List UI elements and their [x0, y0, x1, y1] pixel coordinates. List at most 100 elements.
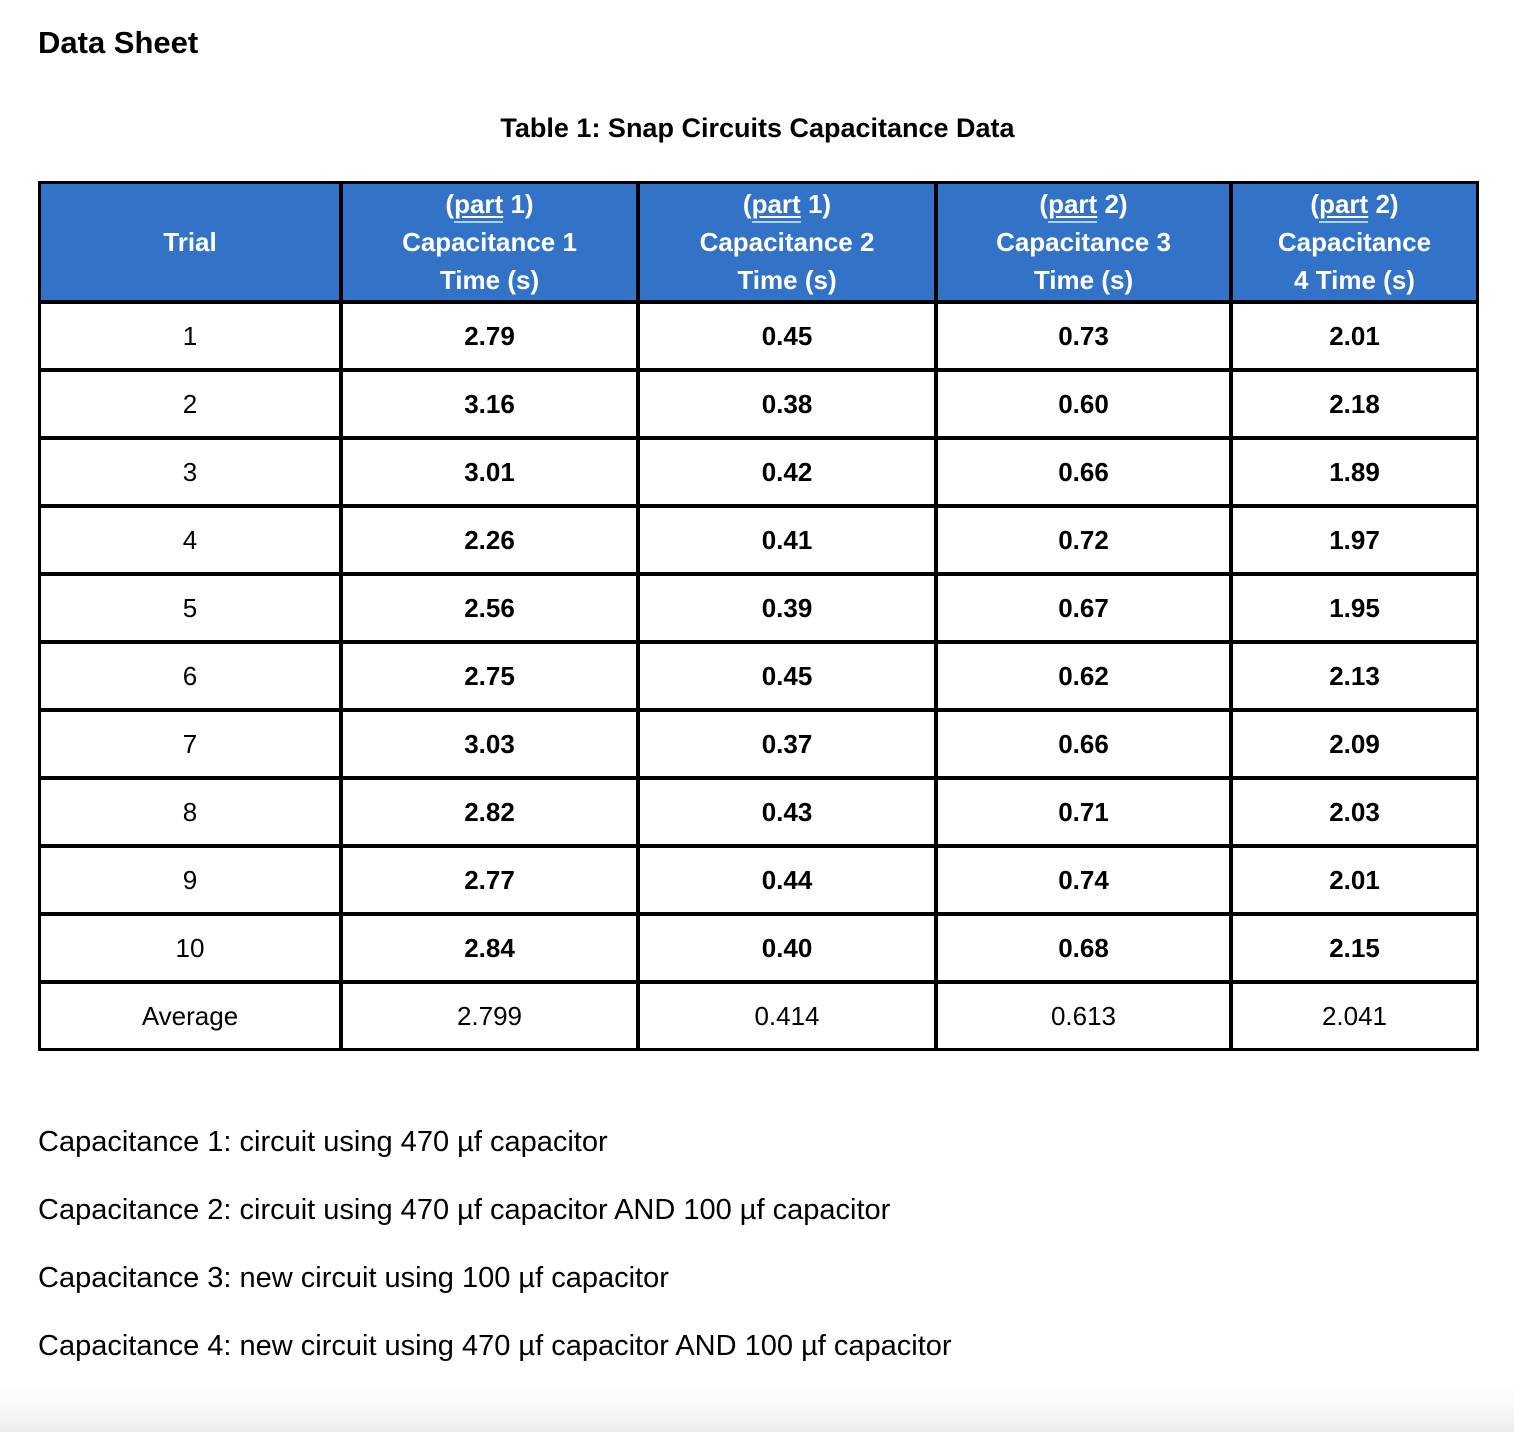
table-row: 5 2.56 0.39 0.67 1.95 [39, 574, 1478, 642]
value-cell: 2.15 [1231, 914, 1478, 982]
value-cell: 2.799 [341, 982, 638, 1050]
table-row: 8 2.82 0.43 0.71 2.03 [39, 778, 1478, 846]
value-cell: 3.16 [341, 370, 638, 438]
table-body: 1 2.79 0.45 0.73 2.01 2 3.16 0.38 0.60 2.18 3 3.01 0… [39, 302, 1478, 1050]
footnote: Capacitance 2: circuit using 470 µf capa… [38, 1194, 891, 1226]
header-cell-capacitance-2: (part 1) Capacitance 2 Time (s) [638, 182, 936, 302]
value-cell: 2.79 [341, 302, 638, 370]
value-cell: 0.67 [936, 574, 1231, 642]
footnote: Capacitance 1: circuit using 470 µf capa… [38, 1126, 608, 1158]
capacitance-data-table: Trial (part 1) Capacitance 1 Time (s) (p… [38, 181, 1479, 1051]
value-cell: 0.66 [936, 438, 1231, 506]
value-cell: 2.18 [1231, 370, 1478, 438]
value-cell: 2.77 [341, 846, 638, 914]
value-cell: 0.68 [936, 914, 1231, 982]
value-cell: 0.40 [638, 914, 936, 982]
trial-cell: 4 [39, 506, 341, 574]
header-cell-capacitance-1: (part 1) Capacitance 1 Time (s) [341, 182, 638, 302]
header-part-line: (part 2) [1310, 189, 1399, 223]
value-cell: 0.45 [638, 302, 936, 370]
value-cell: 0.42 [638, 438, 936, 506]
value-cell: 0.73 [936, 302, 1231, 370]
value-cell: 3.01 [341, 438, 638, 506]
header-unit-line: Time (s) [737, 265, 837, 295]
value-cell: 0.45 [638, 642, 936, 710]
trial-cell: 3 [39, 438, 341, 506]
header-cell-trial: Trial [39, 182, 341, 302]
header-unit-line: Time (s) [439, 265, 540, 295]
value-cell: 0.414 [638, 982, 936, 1050]
table-row: 9 2.77 0.44 0.74 2.01 [39, 846, 1478, 914]
header-unit-line: Time (s) [1033, 265, 1134, 295]
trial-cell: 6 [39, 642, 341, 710]
part-underlined-text: part [454, 189, 504, 223]
value-cell: 2.26 [341, 506, 638, 574]
value-cell: 2.84 [341, 914, 638, 982]
value-cell: 0.39 [638, 574, 936, 642]
header-name-line: Capacitance 3 [996, 227, 1171, 257]
part-underlined-text: part [1048, 189, 1098, 223]
table-caption: Table 1: Snap Circuits Capacitance Data [500, 113, 1015, 143]
trial-cell: 9 [39, 846, 341, 914]
header-part-line: (part 1) [445, 189, 534, 223]
value-cell: 2.09 [1231, 710, 1478, 778]
footnotes: Capacitance 1: circuit using 470 µf capa… [38, 1125, 1477, 1363]
header-name-line: Capacitance [1277, 227, 1432, 257]
header-name-line: Capacitance 2 [699, 227, 875, 257]
value-cell: 2.75 [341, 642, 638, 710]
value-cell: 0.74 [936, 846, 1231, 914]
value-cell: 1.97 [1231, 506, 1478, 574]
value-cell: 0.41 [638, 506, 936, 574]
table-row: Average 2.799 0.414 0.613 2.041 [39, 982, 1478, 1050]
trial-cell: 7 [39, 710, 341, 778]
value-cell: 0.44 [638, 846, 936, 914]
value-cell: 2.01 [1231, 302, 1478, 370]
header-part-line: (part 2) [1039, 189, 1128, 223]
value-cell: 0.613 [936, 982, 1231, 1050]
value-cell: 1.89 [1231, 438, 1478, 506]
value-cell: 0.66 [936, 710, 1231, 778]
value-cell: 0.60 [936, 370, 1231, 438]
page-bottom-fade [0, 1386, 1514, 1432]
page-title: Data Sheet [38, 25, 199, 60]
trial-cell: 2 [39, 370, 341, 438]
document-body: Data Sheet Table 1: Snap Circuits Capaci… [38, 25, 1479, 1363]
table-row: 7 3.03 0.37 0.66 2.09 [39, 710, 1478, 778]
trial-cell: Average [39, 982, 341, 1050]
header-cell-capacitance-3: (part 2) Capacitance 3 Time (s) [936, 182, 1231, 302]
header-row: Trial (part 1) Capacitance 1 Time (s) (p… [39, 182, 1478, 302]
trial-cell: 5 [39, 574, 341, 642]
trial-cell: 10 [39, 914, 341, 982]
part-underlined-text: part [751, 189, 801, 223]
table-row: 1 2.79 0.45 0.73 2.01 [39, 302, 1478, 370]
table-row: 10 2.84 0.40 0.68 2.15 [39, 914, 1478, 982]
value-cell: 2.56 [341, 574, 638, 642]
header-part-line: (part 1) [743, 189, 831, 223]
trial-cell: 1 [39, 302, 341, 370]
value-cell: 3.03 [341, 710, 638, 778]
header-unit-line: 4 Time (s) [1294, 265, 1415, 295]
value-cell: 2.01 [1231, 846, 1478, 914]
value-cell: 0.38 [638, 370, 936, 438]
trial-cell: 8 [39, 778, 341, 846]
header-cell-capacitance-4: (part 2) Capacitance 4 Time (s) [1231, 182, 1478, 302]
value-cell: 2.03 [1231, 778, 1478, 846]
value-cell: 0.71 [936, 778, 1231, 846]
table-row: 3 3.01 0.42 0.66 1.89 [39, 438, 1478, 506]
value-cell: 0.72 [936, 506, 1231, 574]
footnote: Capacitance 4: new circuit using 470 µf … [38, 1330, 952, 1362]
value-cell: 0.43 [638, 778, 936, 846]
table-row: 2 3.16 0.38 0.60 2.18 [39, 370, 1478, 438]
part-underlined-text: part [1319, 189, 1369, 223]
value-cell: 0.37 [638, 710, 936, 778]
value-cell: 2.041 [1231, 982, 1478, 1050]
value-cell: 2.13 [1231, 642, 1478, 710]
table-row: 6 2.75 0.45 0.62 2.13 [39, 642, 1478, 710]
header-name-line: Capacitance 1 [402, 227, 577, 257]
table-header: Trial (part 1) Capacitance 1 Time (s) (p… [39, 182, 1478, 302]
value-cell: 2.82 [341, 778, 638, 846]
footnote: Capacitance 3: new circuit using 100 µf … [38, 1262, 669, 1294]
value-cell: 0.62 [936, 642, 1231, 710]
value-cell: 1.95 [1231, 574, 1478, 642]
